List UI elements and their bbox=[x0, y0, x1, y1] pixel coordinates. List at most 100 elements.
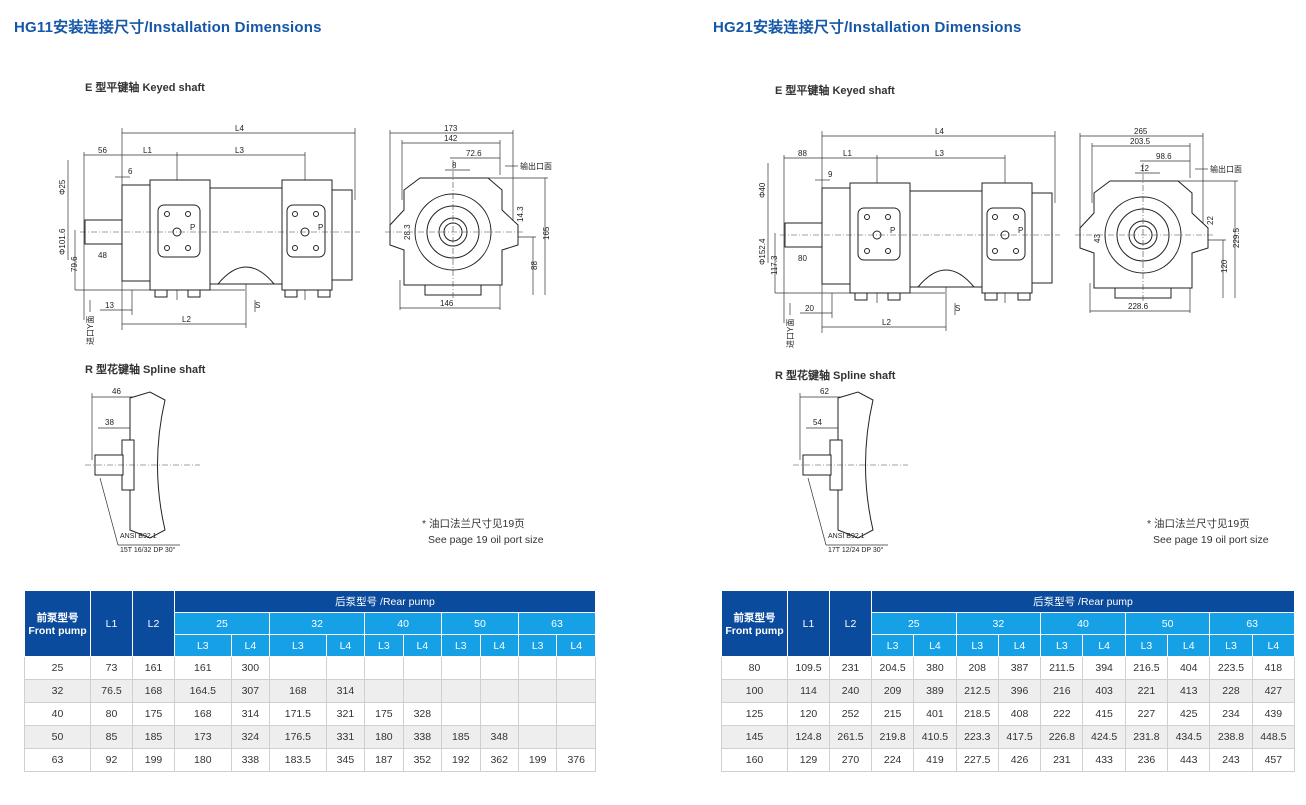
table-cell bbox=[402, 679, 443, 703]
dim-203-5: 203.5 bbox=[1130, 137, 1151, 146]
table-cell: 434.5 bbox=[1167, 725, 1211, 749]
table-cell: 168 bbox=[174, 702, 232, 726]
header-l2: L2 bbox=[829, 590, 872, 657]
table-cell: 348 bbox=[479, 725, 519, 749]
header-l3: L3 bbox=[870, 634, 915, 657]
table-cell bbox=[325, 656, 366, 680]
header-l4: L4 bbox=[479, 634, 519, 657]
table-cell: 192 bbox=[441, 748, 481, 772]
table-cell: 252 bbox=[829, 702, 872, 726]
table-row: 32 76.5 168 164.5 307 168 314 bbox=[24, 679, 596, 703]
table-cell: 362 bbox=[479, 748, 519, 772]
header-l3: L3 bbox=[364, 634, 404, 657]
header-rear-size: 25 bbox=[173, 612, 271, 635]
header-row: 前泵型号 Front pump L1 L2 后泵型号 /Rear pump bbox=[24, 590, 596, 657]
table-row: 80 109.5 231 204.5 380 208 387 211.5 394 216.5 404… bbox=[721, 656, 1296, 680]
table-cell: 73 bbox=[90, 656, 133, 680]
dim-72-6: 72.6 bbox=[466, 149, 482, 158]
spline-standard: ANSI B92.1 bbox=[120, 533, 157, 540]
table-cell: 413 bbox=[1167, 679, 1211, 703]
table-cell: 226.8 bbox=[1040, 725, 1084, 749]
table-cell: 324 bbox=[230, 725, 271, 749]
label-s: S bbox=[955, 304, 960, 313]
dim-6: 6 bbox=[128, 167, 133, 176]
table-cell: 243 bbox=[1209, 748, 1253, 772]
dim-l3: L3 bbox=[235, 146, 244, 155]
header-front-pump: 前泵型号 Front pump bbox=[721, 590, 788, 657]
table-cell: 216 bbox=[1040, 679, 1084, 703]
table-cell: 408 bbox=[997, 702, 1042, 726]
header-row-sizes: 25 32 40 50 63 bbox=[25, 612, 597, 635]
table-cell: 389 bbox=[913, 679, 957, 703]
label-outlet-face: 输出口面 bbox=[520, 161, 552, 171]
table-cell: 419 bbox=[913, 748, 957, 772]
dim-l2: L2 bbox=[882, 318, 891, 327]
note-en: See page 19 oil port size bbox=[428, 534, 544, 546]
header-rear-size: 25 bbox=[871, 612, 957, 635]
table-cell: 168 bbox=[269, 679, 327, 703]
header-rear-size: 50 bbox=[1124, 612, 1211, 635]
table-cell: 338 bbox=[230, 748, 271, 772]
table-cell: 223.5 bbox=[1209, 656, 1253, 680]
table-cell: 171.5 bbox=[269, 702, 327, 726]
table-cell: 234 bbox=[1209, 702, 1253, 726]
table-cell: 180 bbox=[174, 748, 232, 772]
table-row: 125 120 252 215 401 218.5 408 222 415 227 425 234 43… bbox=[721, 702, 1296, 726]
dim-43: 43 bbox=[1093, 234, 1102, 243]
header-l2: L2 bbox=[132, 590, 175, 657]
dim-228-6: 228.6 bbox=[1128, 302, 1149, 311]
dim-l3: L3 bbox=[935, 149, 944, 158]
hg21-spline-shaft-label: R 型花键轴 Spline shaft bbox=[775, 370, 896, 382]
dim-173: 173 bbox=[444, 124, 458, 133]
table-cell: 345 bbox=[325, 748, 366, 772]
table-cell: 352 bbox=[402, 748, 443, 772]
hg11-spline-view: 46 38 ANSI B92.1 15T 16/32 DP 30° bbox=[84, 387, 201, 554]
dim-88: 88 bbox=[798, 149, 807, 158]
table-cell: 433 bbox=[1082, 748, 1126, 772]
hg11-note: * 油口法兰尺寸见19页 See page 19 oil port size bbox=[422, 516, 544, 548]
table-row: 40 80 175 168 314 171.5 321 175 328 bbox=[24, 702, 596, 726]
table-cell: 401 bbox=[913, 702, 957, 726]
table-cell bbox=[479, 702, 519, 726]
dim-22: 22 bbox=[1206, 216, 1215, 225]
table-cell bbox=[441, 679, 481, 703]
table-cell bbox=[556, 656, 596, 680]
dim-146: 146 bbox=[440, 299, 454, 308]
table-cell bbox=[556, 702, 596, 726]
dim-14-3: 14.3 bbox=[516, 206, 525, 222]
table-cell: 223.3 bbox=[955, 725, 999, 749]
table-cell: 125 bbox=[721, 702, 788, 726]
table-cell: 85 bbox=[90, 725, 133, 749]
table-cell: 227 bbox=[1124, 702, 1169, 726]
hg11-spline-shaft-label: R 型花键轴 Spline shaft bbox=[85, 364, 206, 376]
table-cell: 328 bbox=[402, 702, 443, 726]
header-row-l3-l4: L3 L4 L3 L4 L3 L4 L3 L4 L3 L4 bbox=[25, 634, 596, 657]
dim-48: 48 bbox=[98, 251, 107, 260]
hg21-keyed-shaft-label: E 型平键轴 Keyed shaft bbox=[775, 85, 895, 97]
dim-38: 38 bbox=[105, 418, 114, 427]
table-cell: 212.5 bbox=[955, 679, 999, 703]
dim-phi101: Φ101.6 bbox=[58, 228, 67, 255]
table-cell: 40 bbox=[24, 702, 91, 726]
table-cell: 120 bbox=[787, 702, 830, 726]
table-cell: 338 bbox=[402, 725, 443, 749]
table-cell: 187 bbox=[364, 748, 404, 772]
table-cell: 173 bbox=[174, 725, 232, 749]
table-row: 25 73 161 161 300 bbox=[24, 656, 596, 680]
header-l3: L3 bbox=[441, 634, 481, 657]
dim-13: 13 bbox=[105, 301, 114, 310]
dim-9: 9 bbox=[828, 170, 833, 179]
table-cell: 204.5 bbox=[870, 656, 915, 680]
table-cell: 231 bbox=[1040, 748, 1084, 772]
note-cn: * 油口法兰尺寸见19页 bbox=[1147, 518, 1250, 530]
table-cell: 183.5 bbox=[269, 748, 327, 772]
table-cell bbox=[556, 679, 596, 703]
table-cell bbox=[364, 679, 404, 703]
header-row-sizes: 25 32 40 50 63 bbox=[722, 612, 1295, 635]
hg11-side-view: L4 56 L1 L3 6 Φ25 Φ101.6 79.6 48 13 L2 S… bbox=[58, 124, 361, 345]
table-row: 50 85 185 173 324 176.5 331 180 338 185 348 bbox=[24, 725, 596, 749]
table-cell: 394 bbox=[1082, 656, 1126, 680]
header-rear-size: 40 bbox=[364, 612, 443, 635]
table-cell: 100 bbox=[721, 679, 788, 703]
label-inlet-face: 进口Y面 bbox=[786, 319, 795, 348]
